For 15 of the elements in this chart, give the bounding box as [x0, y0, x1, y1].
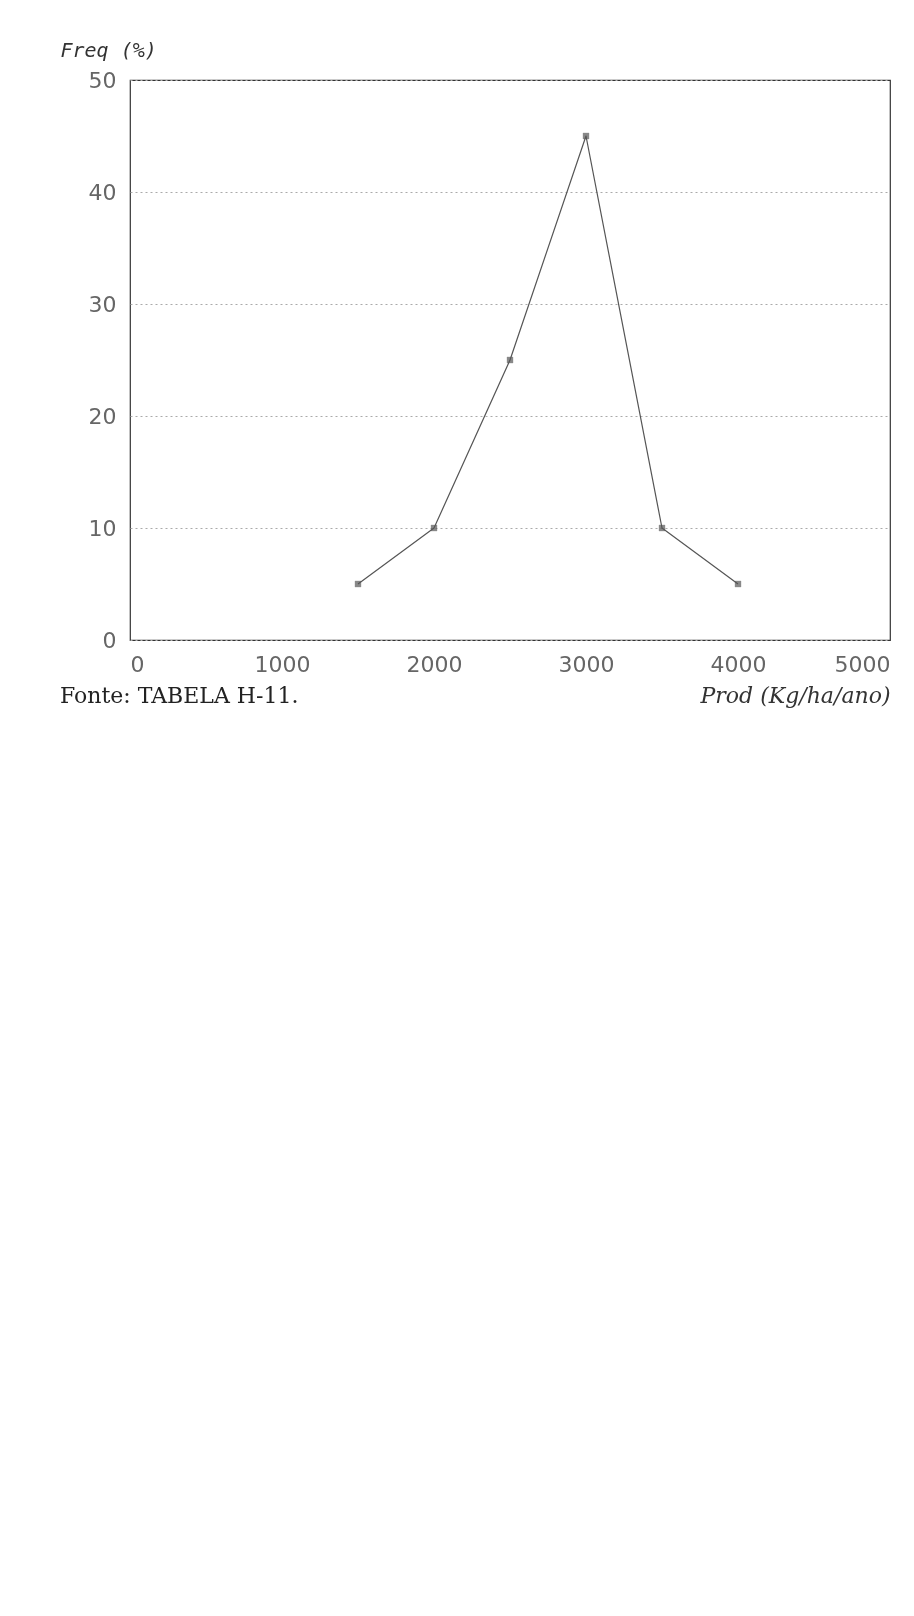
- y-tick-label: 30: [88, 291, 117, 317]
- x-tick-label: 0: [130, 651, 145, 677]
- x-tick-label: 4000: [710, 651, 767, 677]
- y-axis-title: Freq (%): [60, 37, 157, 62]
- x-tick-label: 1000: [254, 651, 311, 677]
- y-tick-label: 40: [88, 179, 117, 205]
- y-tick-label: 10: [88, 515, 117, 541]
- y-tick-label: 20: [88, 403, 117, 429]
- x-tick-label: 2000: [406, 651, 463, 677]
- x-tick-label: 3000: [558, 651, 615, 677]
- x-tick-label: 5000: [834, 651, 891, 677]
- x-axis-title: Prod (Kg/ha/ano): [699, 682, 891, 708]
- y-tick-label: 50: [88, 67, 117, 93]
- source-note: Fonte: TABELA H-11.: [60, 683, 299, 708]
- y-tick-label: 0: [102, 627, 117, 653]
